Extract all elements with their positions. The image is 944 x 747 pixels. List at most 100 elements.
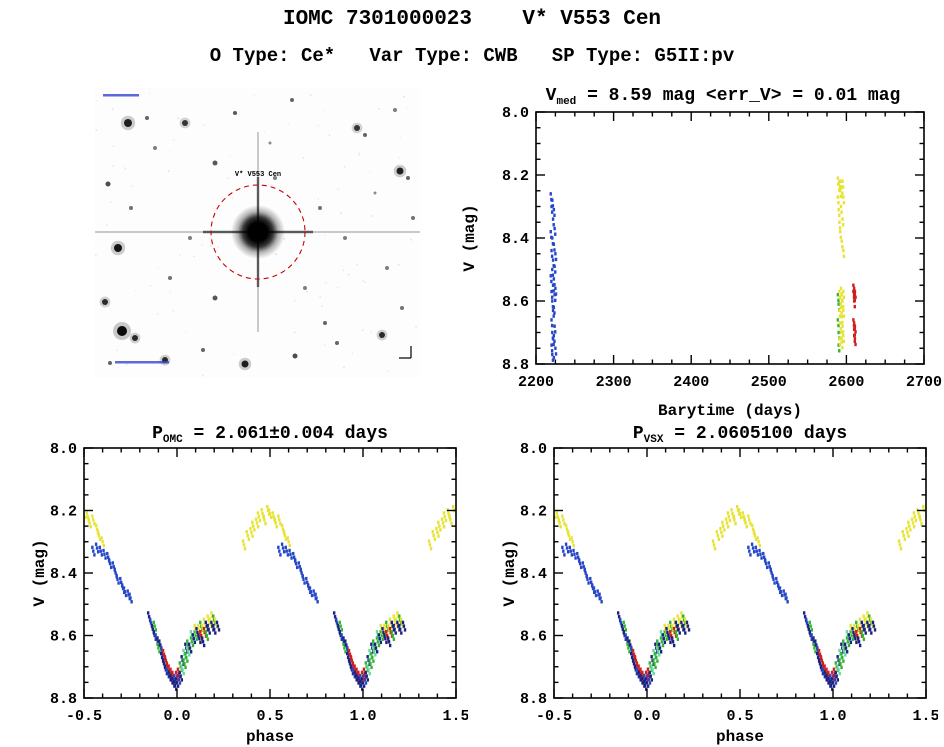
page-title: IOMC 7301000023 V* V553 Cen bbox=[282, 8, 662, 31]
star bbox=[201, 348, 205, 352]
title-sub: OMC bbox=[162, 434, 183, 446]
y-tick-label: 8.6 bbox=[502, 294, 529, 311]
data-points bbox=[549, 176, 857, 362]
x-tick-label: 2200 bbox=[518, 374, 554, 391]
title-post: = 2.061±0.004 days bbox=[182, 424, 388, 444]
star bbox=[268, 141, 272, 145]
plot-frame bbox=[553, 447, 927, 699]
lightcurve-panel: Vmed = 8.59 mag <err_V> = 0.01 mag 2200 2… bbox=[458, 84, 942, 420]
y-tick-label: 8.4 bbox=[520, 566, 547, 583]
x-axis-label: Barytime (days) bbox=[658, 402, 802, 420]
x-tick-label: 2300 bbox=[596, 374, 632, 391]
x-tick-label: 2400 bbox=[673, 374, 709, 391]
star bbox=[132, 335, 138, 341]
data-points bbox=[83, 505, 456, 691]
data-points bbox=[553, 505, 926, 691]
star bbox=[379, 332, 385, 338]
phase-omc-title: POMC = 2.061±0.004 days bbox=[84, 424, 456, 446]
y-axis-label: V (mag) bbox=[31, 539, 49, 606]
y-tick-label: 8.2 bbox=[502, 168, 529, 185]
x-tick-label: 2600 bbox=[828, 374, 864, 391]
star bbox=[335, 341, 339, 345]
x-axis-label: phase bbox=[246, 728, 294, 746]
y-tick-label: 8.8 bbox=[520, 691, 547, 708]
star bbox=[290, 98, 294, 102]
star bbox=[396, 167, 404, 175]
star bbox=[145, 116, 149, 120]
star bbox=[354, 125, 360, 131]
star bbox=[343, 236, 347, 240]
star bbox=[323, 321, 327, 325]
phase_omc-plot: -0.5 0.0 0.5 1.0 1.5 8.0 8.2 8.4 8.6 8.8 phase V (m… bbox=[31, 441, 470, 746]
star bbox=[411, 216, 415, 220]
x-tick-label: 1.0 bbox=[349, 708, 376, 725]
star bbox=[400, 306, 404, 310]
star bbox=[233, 111, 237, 115]
x-tick-label: 0.5 bbox=[256, 708, 283, 725]
star bbox=[393, 108, 397, 112]
x-tick-label: 2700 bbox=[906, 374, 942, 391]
star bbox=[182, 120, 188, 126]
x-tick-label: 1.0 bbox=[819, 708, 846, 725]
title-pre: P bbox=[632, 424, 644, 444]
x-tick-label: 0.5 bbox=[726, 708, 753, 725]
target-label: V* V553 Cen bbox=[235, 171, 281, 179]
title-pre: P bbox=[152, 424, 163, 444]
finding-chart-image: V* V553 Cen bbox=[94, 88, 420, 378]
plot-frame bbox=[83, 447, 457, 699]
y-tick-label: 8.6 bbox=[50, 629, 77, 646]
title-sub: VSX bbox=[643, 434, 664, 446]
title-post: = 8.59 mag <err_V> = 0.01 mag bbox=[576, 86, 901, 106]
star bbox=[124, 119, 132, 127]
phase-vsx-title: PVSX = 2.0605100 days bbox=[554, 424, 926, 446]
star bbox=[114, 244, 122, 252]
y-tick-label: 8.8 bbox=[50, 691, 77, 708]
star bbox=[108, 361, 112, 365]
annotation-smudge-top bbox=[103, 94, 139, 97]
page-subtitle: O Type: Ce* Var Type: CWB SP Type: G5II:… bbox=[209, 45, 735, 67]
star bbox=[373, 191, 377, 195]
y-tick-label: 8.2 bbox=[50, 504, 77, 521]
star bbox=[168, 276, 172, 280]
y-axis-label: V (mag) bbox=[501, 539, 519, 606]
y-tick-label: 8.6 bbox=[520, 629, 547, 646]
star-field-image: V* V553 Cen bbox=[94, 88, 420, 378]
star bbox=[241, 360, 249, 368]
y-tick-label: 8.2 bbox=[520, 504, 547, 521]
star bbox=[117, 326, 127, 336]
star bbox=[212, 295, 218, 301]
title-sub: med bbox=[556, 96, 577, 108]
title-post: = 2.0605100 days bbox=[663, 424, 848, 444]
lightcurve-title: Vmed = 8.59 mag <err_V> = 0.01 mag bbox=[508, 86, 938, 108]
y-axis-label: V (mag) bbox=[461, 204, 479, 271]
star bbox=[385, 266, 389, 270]
x-tick-label: 0.0 bbox=[633, 708, 660, 725]
phase_vsx-plot: -0.5 0.0 0.5 1.0 1.5 8.0 8.2 8.4 8.6 8.8 phase V (m… bbox=[501, 441, 940, 746]
lightcurve-plot-area: 2200 2300 2400 2500 2600 2700 8.0 8.2 8.4 8.6 8.8 B… bbox=[458, 84, 942, 425]
phase-omc-plot-area: -0.5 0.0 0.5 1.0 1.5 8.0 8.2 8.4 8.6 8.8 phase V (m… bbox=[28, 424, 470, 747]
star bbox=[129, 206, 133, 210]
star bbox=[363, 133, 367, 137]
x-tick-label: -0.5 bbox=[66, 708, 102, 725]
annotation-smudge-bottom bbox=[115, 361, 169, 364]
y-tick-label: 8.4 bbox=[502, 231, 529, 248]
star bbox=[292, 353, 298, 359]
phase-omc-panel: POMC = 2.061±0.004 days -0.5 0.0 0.5 1.0 1.5… bbox=[28, 424, 470, 747]
star bbox=[303, 286, 307, 290]
x-tick-label: 0.0 bbox=[163, 708, 190, 725]
title-pre: V bbox=[545, 86, 557, 106]
star bbox=[188, 236, 192, 240]
aperture-circle bbox=[210, 184, 306, 280]
star bbox=[273, 176, 277, 180]
y-tick-label: 8.0 bbox=[50, 441, 77, 458]
x-tick-label: 1.5 bbox=[442, 708, 468, 725]
star bbox=[406, 176, 410, 180]
plot-frame bbox=[535, 111, 925, 365]
phase-vsx-plot-area: -0.5 0.0 0.5 1.0 1.5 8.0 8.2 8.4 8.6 8.8 phase V (m… bbox=[498, 424, 940, 747]
y-tick-label: 8.8 bbox=[502, 357, 529, 374]
star bbox=[318, 206, 322, 210]
y-tick-label: 8.4 bbox=[50, 566, 77, 583]
star bbox=[212, 160, 218, 166]
lightcurve-plot: 2200 2300 2400 2500 2600 2700 8.0 8.2 8.4 8.6 8.8 B… bbox=[461, 105, 942, 420]
